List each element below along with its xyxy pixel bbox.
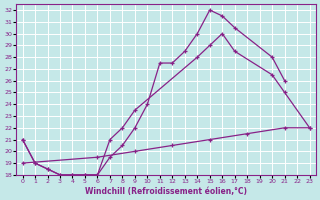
X-axis label: Windchill (Refroidissement éolien,°C): Windchill (Refroidissement éolien,°C): [85, 187, 247, 196]
